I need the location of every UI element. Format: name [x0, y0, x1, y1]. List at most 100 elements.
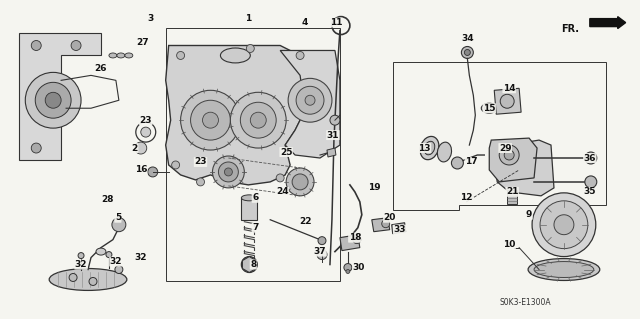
Polygon shape	[166, 46, 310, 185]
Circle shape	[241, 256, 257, 272]
Circle shape	[230, 92, 286, 148]
Circle shape	[250, 112, 266, 128]
Ellipse shape	[125, 53, 133, 58]
Text: 10: 10	[503, 240, 515, 249]
Circle shape	[180, 90, 241, 150]
Text: 4: 4	[302, 18, 308, 27]
Ellipse shape	[481, 103, 497, 113]
Circle shape	[148, 167, 157, 177]
Text: 29: 29	[499, 144, 511, 152]
Circle shape	[78, 253, 84, 259]
Polygon shape	[19, 33, 101, 160]
Text: 12: 12	[460, 193, 472, 202]
Text: 28: 28	[102, 195, 114, 204]
Ellipse shape	[534, 262, 594, 278]
Text: 24: 24	[276, 187, 289, 197]
Circle shape	[172, 161, 180, 169]
Text: 15: 15	[483, 104, 495, 113]
Ellipse shape	[117, 53, 125, 58]
Circle shape	[276, 174, 284, 182]
Text: 26: 26	[95, 64, 108, 73]
Text: 9: 9	[526, 210, 532, 219]
Text: 1: 1	[245, 14, 252, 23]
Circle shape	[89, 278, 97, 286]
Circle shape	[112, 218, 126, 232]
Ellipse shape	[96, 248, 106, 255]
Circle shape	[317, 249, 327, 260]
Text: 32: 32	[75, 260, 87, 269]
Circle shape	[292, 174, 308, 190]
Circle shape	[106, 252, 112, 257]
Text: 16: 16	[134, 166, 147, 174]
Text: 3: 3	[148, 14, 154, 23]
Circle shape	[115, 265, 123, 273]
Text: S0K3-E1300A: S0K3-E1300A	[499, 298, 551, 307]
Circle shape	[225, 168, 232, 176]
Circle shape	[504, 150, 514, 160]
Text: 34: 34	[461, 34, 474, 43]
Bar	[241, 198, 257, 220]
Circle shape	[202, 112, 218, 128]
Circle shape	[499, 145, 519, 165]
Text: 36: 36	[584, 153, 596, 162]
Text: 6: 6	[252, 193, 259, 202]
Ellipse shape	[437, 142, 452, 162]
Polygon shape	[372, 218, 390, 232]
Circle shape	[353, 236, 361, 244]
FancyArrow shape	[590, 17, 626, 29]
Circle shape	[31, 143, 41, 153]
Text: 13: 13	[419, 144, 431, 152]
Circle shape	[288, 78, 332, 122]
Circle shape	[330, 115, 340, 125]
Polygon shape	[494, 88, 521, 114]
Circle shape	[193, 158, 204, 168]
Circle shape	[318, 237, 326, 245]
Text: 18: 18	[349, 233, 361, 242]
Polygon shape	[392, 223, 406, 234]
Text: 7: 7	[252, 223, 259, 232]
Text: 31: 31	[326, 130, 339, 140]
Circle shape	[465, 49, 470, 56]
Circle shape	[346, 270, 350, 273]
Circle shape	[191, 100, 230, 140]
Circle shape	[286, 168, 314, 196]
Text: 14: 14	[503, 84, 515, 93]
Polygon shape	[243, 256, 256, 272]
Text: 21: 21	[506, 187, 518, 197]
Circle shape	[218, 162, 238, 182]
Text: 11: 11	[330, 18, 342, 27]
Text: 33: 33	[394, 225, 406, 234]
Circle shape	[554, 215, 574, 235]
Circle shape	[45, 92, 61, 108]
Text: 30: 30	[353, 263, 365, 272]
Ellipse shape	[424, 141, 435, 155]
Circle shape	[296, 51, 304, 59]
Circle shape	[461, 47, 474, 58]
Text: 23: 23	[140, 116, 152, 125]
Text: 22: 22	[299, 217, 311, 226]
Circle shape	[585, 176, 596, 188]
Polygon shape	[489, 138, 537, 182]
Text: FR.: FR.	[561, 24, 579, 33]
Text: 5: 5	[115, 213, 121, 222]
Ellipse shape	[528, 259, 600, 280]
Circle shape	[241, 102, 276, 138]
Circle shape	[540, 201, 588, 249]
Text: 8: 8	[250, 260, 257, 269]
Circle shape	[246, 45, 254, 52]
Circle shape	[245, 261, 253, 269]
Polygon shape	[327, 148, 336, 157]
Text: 35: 35	[584, 187, 596, 197]
Polygon shape	[494, 140, 554, 196]
Circle shape	[196, 178, 205, 186]
Circle shape	[71, 41, 81, 50]
Bar	[166, 27, 340, 281]
Polygon shape	[340, 235, 360, 251]
Ellipse shape	[484, 105, 494, 111]
Circle shape	[344, 263, 352, 271]
Text: 25: 25	[280, 147, 292, 157]
Circle shape	[305, 95, 315, 105]
Circle shape	[135, 142, 147, 154]
Text: 20: 20	[383, 213, 396, 222]
Text: 17: 17	[465, 158, 477, 167]
